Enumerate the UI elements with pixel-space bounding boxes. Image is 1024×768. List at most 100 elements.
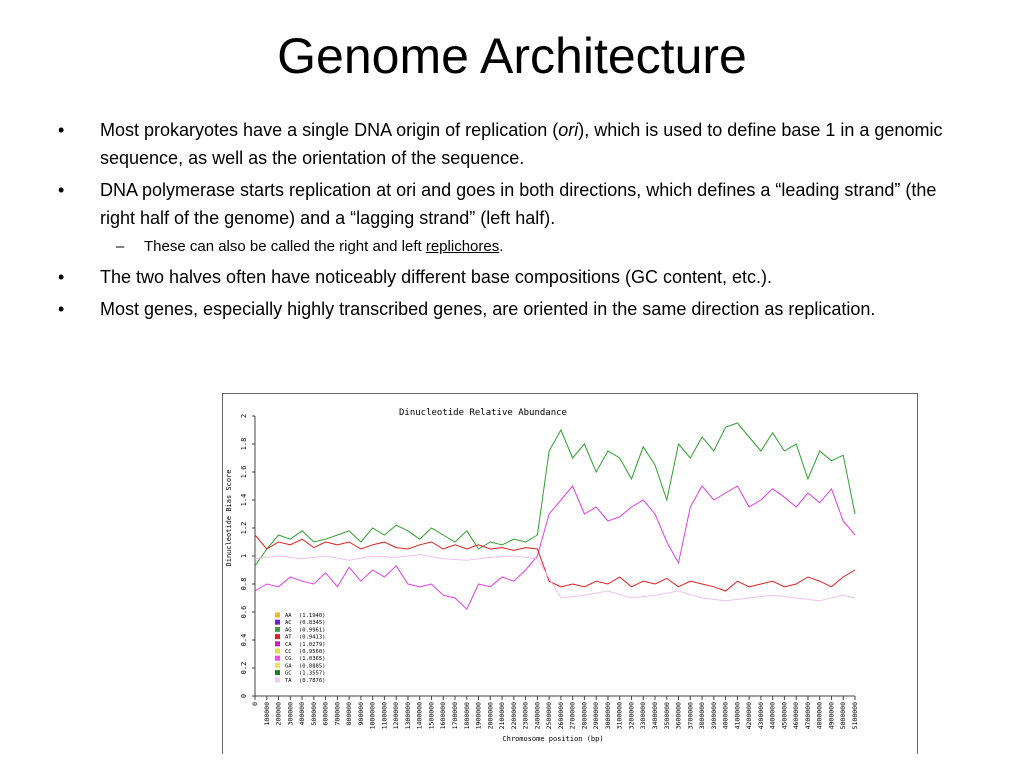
x-tick-label: 3100000: [616, 702, 624, 729]
legend-value: (1.0365): [299, 656, 326, 662]
legend-swatch: [275, 634, 280, 640]
x-tick-label: 900000: [357, 702, 365, 726]
y-tick-label: 0.4: [240, 634, 248, 647]
series-line: [254, 485, 856, 611]
x-tick-label: 3000000: [604, 702, 612, 729]
bullet-text: DNA polymerase starts replication at ori…: [100, 180, 937, 228]
x-tick-label: 600000: [322, 702, 330, 726]
x-tick-label: 2900000: [592, 702, 600, 729]
x-tick-label: 1000000: [369, 702, 377, 729]
sub-bullet-text: .: [499, 238, 504, 255]
x-tick-label: 3700000: [686, 702, 694, 729]
series-line: [254, 534, 856, 592]
y-tick-label: 1.6: [240, 466, 248, 479]
y-tick-label: 1.8: [240, 438, 248, 451]
x-tick-label: 5000000: [839, 702, 847, 729]
x-tick-label: 1400000: [416, 702, 424, 729]
x-tick-label: 2700000: [569, 702, 577, 729]
legend-swatch: [275, 619, 280, 625]
chart-svg: Dinucleotide Relative Abundance 0 0.2 0.4 0.…: [225, 408, 859, 743]
x-tick-label: 4400000: [769, 702, 777, 729]
bullet-symbol: •: [58, 299, 65, 319]
legend-name: CG: [285, 656, 292, 662]
legend-swatch: [275, 648, 280, 654]
x-tick-label: 3400000: [651, 702, 659, 729]
x-tick-label: 4800000: [816, 702, 824, 729]
x-tick-label: 2600000: [557, 702, 565, 729]
legend-name: AG: [285, 627, 292, 633]
x-tick-label: 4500000: [780, 702, 788, 729]
x-tick-label: 500000: [310, 702, 318, 726]
legend-name: GA: [285, 663, 292, 669]
dinucleotide-chart: Dinucleotide Relative Abundance 0 0.2 0.4 0.…: [222, 393, 918, 754]
y-tick-label: 1: [240, 554, 248, 558]
y-tick-label: 2: [240, 414, 248, 418]
legend-value: (0.7876): [299, 678, 326, 684]
bullet-item: • Most prokaryotes have a single DNA ori…: [56, 116, 976, 172]
y-tick-label: 0.6: [240, 606, 248, 619]
legend-value: (0.9560): [299, 649, 326, 655]
y-tick-label: 1.2: [240, 522, 248, 535]
sub-bullet-item: – These can also be called the right and…: [56, 236, 976, 258]
x-tick-label: 100000: [263, 702, 271, 726]
legend-swatch: [275, 677, 280, 683]
bullet-text: Most genes, especially highly transcribe…: [100, 299, 876, 319]
legend-name: AC: [285, 620, 292, 626]
legend-name: AA: [285, 613, 292, 619]
x-tick-label: 2500000: [545, 702, 553, 729]
x-tick-label: 2100000: [498, 702, 506, 729]
bullet-symbol: •: [58, 120, 65, 140]
x-tick-label: 3300000: [639, 702, 647, 729]
legend-value: (1.0279): [299, 642, 326, 648]
series-line: [254, 422, 856, 567]
x-tick-label: 5100000: [851, 702, 859, 729]
legend-swatch: [275, 626, 280, 632]
x-tick-label: 2800000: [580, 702, 588, 729]
x-tick-label: 4100000: [733, 702, 741, 729]
legend-value: (1.3557): [299, 671, 326, 677]
sub-bullet-text: These can also be called the right and l…: [144, 238, 426, 255]
x-tick-label: 3500000: [663, 702, 671, 729]
x-tick-label: 4000000: [722, 702, 730, 729]
x-tick-label: 3800000: [698, 702, 706, 729]
bullet-item: • The two halves often have noticeably d…: [56, 263, 976, 291]
y-tick-label: 0: [240, 694, 248, 698]
replichores-link[interactable]: replichores: [425, 238, 500, 255]
legend-value: (0.9413): [299, 635, 326, 641]
x-tick-label: 700000: [333, 702, 341, 726]
y-tick-label: 1.4: [240, 494, 248, 507]
legend-name: CA: [285, 642, 292, 648]
y-axis-label: Dinucleotide Bias Score: [225, 470, 233, 567]
bullet-symbol: •: [58, 267, 65, 287]
x-tick-label: 1200000: [392, 702, 400, 729]
slide-title: Genome Architecture: [277, 28, 747, 84]
x-tick-label: 4700000: [804, 702, 812, 729]
x-tick-label: 3200000: [627, 702, 635, 729]
bullet-emphasis: ori: [558, 120, 579, 140]
legend-value: (1.1940): [299, 613, 326, 619]
series-line: [254, 554, 856, 602]
x-tick-label: 2300000: [522, 702, 530, 729]
x-tick-label: 4200000: [745, 702, 753, 729]
x-tick-label: 3900000: [710, 702, 718, 729]
bullet-list: • Most prokaryotes have a single DNA ori…: [56, 116, 976, 327]
bullet-item: • Most genes, especially highly transcri…: [56, 295, 976, 323]
bullet-text: ), which is used to define base 1 in a g…: [100, 120, 943, 168]
legend-name: AT: [285, 635, 292, 641]
bullet-text: The two halves often have noticeably dif…: [100, 267, 773, 287]
legend-name: CC: [285, 649, 292, 655]
x-tick-label: 200000: [275, 702, 283, 726]
legend-value: (0.8345): [299, 620, 326, 626]
x-tick-label: 300000: [286, 702, 294, 726]
legend-name: TA: [285, 678, 292, 684]
bullet-item: • DNA polymerase starts replication at o…: [56, 176, 976, 232]
x-tick-label: 2400000: [533, 702, 541, 729]
bullet-text: Most prokaryotes have a single DNA origi…: [100, 120, 559, 140]
x-tick-label: 4300000: [757, 702, 765, 729]
legend-value: (0.9961): [299, 627, 326, 633]
x-tick-label: 1100000: [380, 702, 388, 729]
legend-value: (0.8885): [299, 663, 326, 669]
x-tick-label: 1500000: [427, 702, 435, 729]
x-tick-label: 2200000: [510, 702, 518, 729]
legend-swatch: [275, 662, 280, 668]
